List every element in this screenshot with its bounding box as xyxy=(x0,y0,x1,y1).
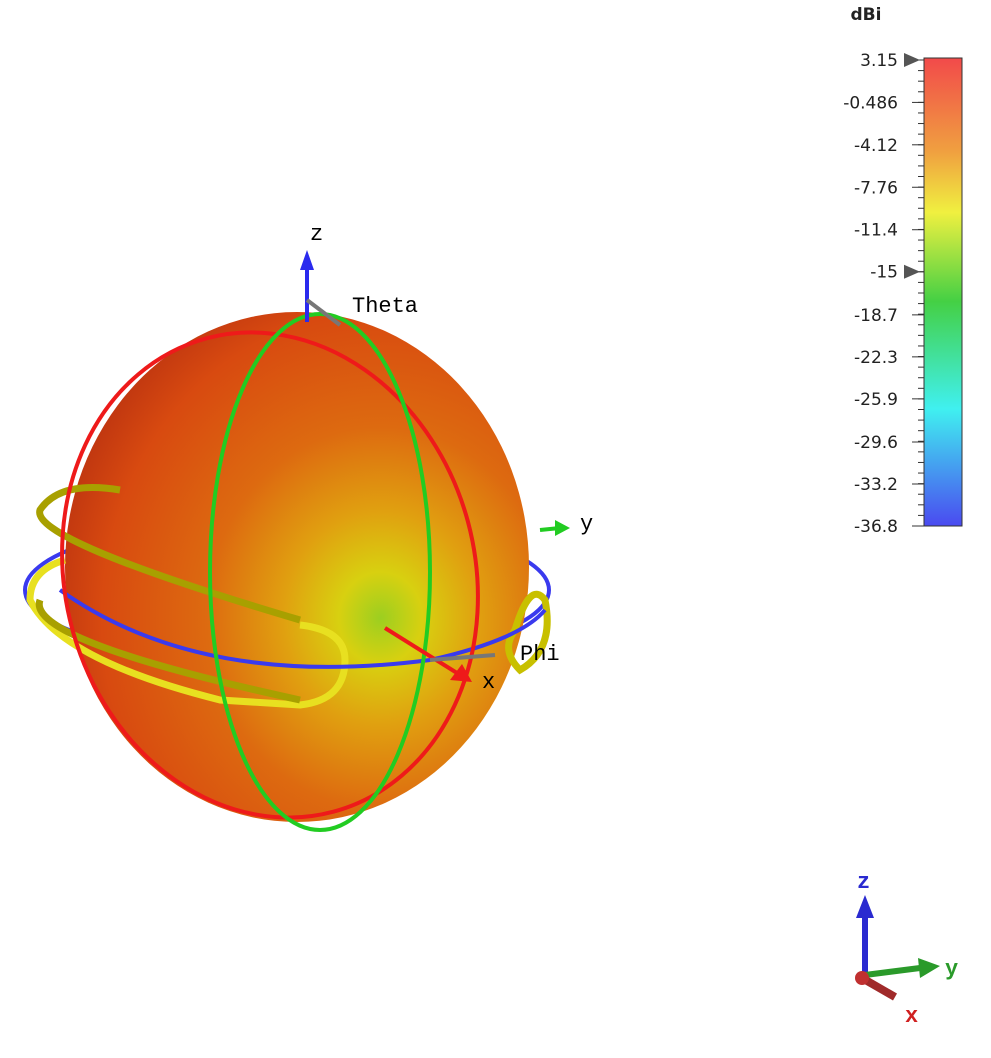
colorbar-ticks: 3.15 -0.486 -4.12 -7.76 -11.4 -15 -18.7 -22.3 -2… xyxy=(843,51,924,537)
tick-label: -18.7 xyxy=(854,306,898,326)
triad-origin xyxy=(855,971,869,985)
theta-ring xyxy=(208,312,432,832)
tick-label: -7.76 xyxy=(854,178,898,198)
colorbar xyxy=(923,57,963,527)
triad-label: z xyxy=(857,870,870,895)
x-axis xyxy=(383,626,467,680)
triad-label: x xyxy=(905,1004,918,1029)
triad-label: y xyxy=(945,957,958,982)
arrow xyxy=(856,895,874,918)
axis-label: Phi xyxy=(520,642,560,667)
phi-arrow xyxy=(429,653,496,662)
tick-label: -0.486 xyxy=(843,93,898,113)
arrow xyxy=(450,664,472,682)
arrow xyxy=(555,520,570,536)
tick-label: -15 xyxy=(870,263,898,283)
axis-label: Theta xyxy=(352,294,418,319)
wire xyxy=(36,484,301,624)
tick-label: -33.2 xyxy=(854,475,898,495)
tick-label: 3.15 xyxy=(860,51,898,71)
tick-label: -36.8 xyxy=(854,517,898,537)
triad-y xyxy=(864,965,921,978)
tick-label: -4.12 xyxy=(854,136,898,156)
marker-arrow xyxy=(904,264,920,279)
axis-label: z xyxy=(310,222,323,247)
colorbar-title: dBi xyxy=(851,5,882,25)
wire xyxy=(35,598,301,704)
theta-ring xyxy=(60,330,480,820)
tick-label: -29.6 xyxy=(854,433,898,453)
tick-label: -25.9 xyxy=(854,390,898,410)
arrow xyxy=(918,958,940,978)
arrow xyxy=(300,250,314,270)
tick-label: -22.3 xyxy=(854,348,898,368)
wire xyxy=(26,556,349,709)
axis-label: y xyxy=(580,512,593,537)
wire xyxy=(505,590,551,675)
phi-ring xyxy=(58,588,547,669)
axis-label: x xyxy=(482,670,495,695)
theta-arrow xyxy=(305,298,342,327)
marker-arrow xyxy=(904,53,920,67)
tick-label: -11.4 xyxy=(854,221,898,241)
